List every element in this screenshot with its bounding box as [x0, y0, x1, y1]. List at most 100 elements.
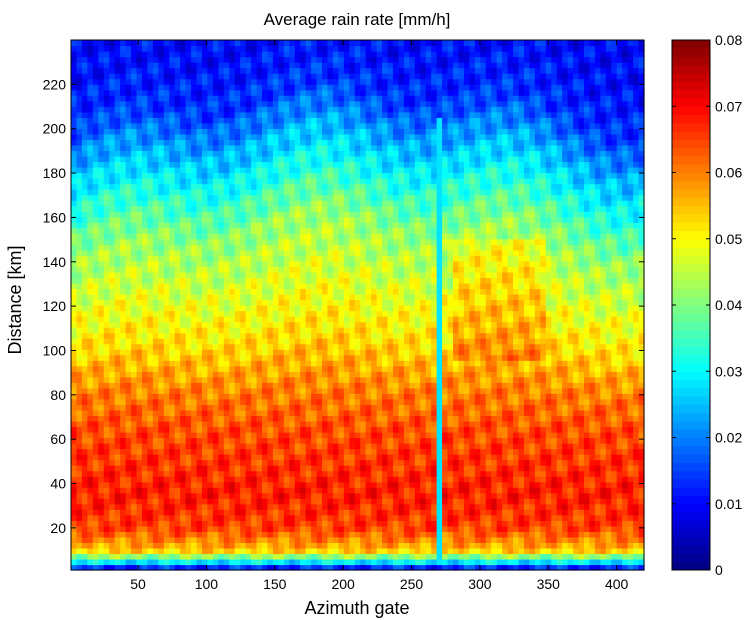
heatmap-cell [376, 310, 383, 317]
heatmap-cell [327, 305, 334, 312]
heatmap-cell [245, 558, 252, 566]
heatmap-cell [633, 409, 640, 417]
heatmap-cell [114, 310, 121, 317]
heatmap-cell [354, 398, 361, 405]
heatmap-cell [502, 443, 509, 450]
heatmap-cell [87, 338, 94, 345]
heatmap-cell [158, 520, 165, 527]
heatmap-cell [207, 520, 214, 527]
heatmap-cell [191, 547, 198, 555]
heatmap-cell [322, 415, 329, 422]
heatmap-cell [103, 542, 110, 549]
heatmap-cell [251, 448, 258, 455]
heatmap-cell [562, 542, 569, 549]
heatmap-cell [578, 553, 585, 560]
heatmap-cell [141, 415, 148, 422]
heatmap-cell [180, 514, 187, 521]
heatmap-cell [616, 376, 623, 383]
heatmap-cell [223, 520, 230, 527]
heatmap-cell [196, 487, 203, 494]
heatmap-cell [458, 387, 465, 394]
heatmap-cell [294, 365, 301, 372]
heatmap-cell [398, 487, 405, 494]
heatmap-cell [125, 531, 132, 538]
heatmap-cell [491, 558, 498, 566]
heatmap-cell [463, 547, 470, 555]
heatmap-cell [147, 481, 154, 488]
heatmap-cell [316, 470, 323, 477]
heatmap-cell [234, 564, 241, 571]
heatmap-cell [125, 481, 132, 488]
heatmap-cell [191, 349, 198, 356]
heatmap-cell [207, 398, 214, 405]
heatmap-cell [360, 509, 367, 516]
heatmap-cell [98, 310, 105, 317]
heatmap-cell [196, 509, 203, 516]
heatmap-cell [322, 437, 329, 444]
heatmap-cell [343, 525, 350, 532]
heatmap-cell [152, 514, 159, 521]
heatmap-cell [81, 492, 88, 499]
heatmap-cell [191, 437, 198, 444]
heatmap-cell [343, 492, 350, 499]
heatmap-cell [327, 349, 334, 356]
heatmap-cell [453, 354, 460, 361]
heatmap-cell [409, 365, 416, 372]
heatmap-cell [338, 321, 345, 328]
heatmap-cell [485, 354, 492, 361]
heatmap-cell [414, 382, 421, 389]
heatmap-cell [458, 558, 465, 566]
heatmap-cell [551, 525, 558, 532]
heatmap-cell [480, 382, 487, 389]
heatmap-cell [458, 393, 465, 400]
heatmap-cell [442, 525, 449, 532]
heatmap-cell [141, 459, 148, 466]
heatmap-cell [71, 465, 78, 472]
heatmap-cell [622, 536, 629, 543]
heatmap-cell [594, 310, 601, 317]
heatmap-cell [562, 448, 569, 455]
heatmap-cell [240, 420, 247, 428]
heatmap-cell [420, 338, 427, 345]
heatmap-cell [529, 387, 536, 394]
heatmap-cell [185, 481, 192, 488]
heatmap-cell [556, 503, 563, 510]
heatmap-cell [289, 481, 296, 488]
heatmap-cell [453, 431, 460, 439]
heatmap-cell [513, 547, 520, 555]
heatmap-cell [458, 547, 465, 555]
heatmap-cell [338, 443, 345, 450]
heatmap-cell [120, 393, 127, 400]
heatmap-cell [562, 470, 569, 477]
heatmap-cell [523, 476, 530, 483]
heatmap-cell [622, 426, 629, 433]
heatmap-cell [316, 443, 323, 450]
heatmap-cell [114, 305, 121, 312]
heatmap-cell [616, 531, 623, 538]
heatmap-cell [382, 492, 389, 499]
heatmap-cell [371, 553, 378, 560]
heatmap-cell [201, 459, 209, 466]
heatmap-cell [158, 404, 165, 411]
heatmap-cell [627, 498, 634, 505]
heatmap-cell [218, 476, 225, 483]
heatmap-cell [223, 387, 230, 394]
heatmap-cell [87, 547, 94, 555]
heatmap-cell [562, 382, 569, 389]
heatmap-cell [125, 316, 132, 323]
heatmap-cell [147, 509, 154, 516]
heatmap-cell [562, 404, 569, 411]
heatmap-cell [398, 553, 405, 560]
heatmap-cell [332, 542, 339, 549]
heatmap-cell [447, 393, 454, 400]
heatmap-cell [616, 382, 623, 389]
heatmap-cell [218, 305, 225, 312]
heatmap-cell [98, 520, 105, 527]
heatmap-cell [507, 343, 514, 350]
heatmap-cell [474, 531, 481, 538]
heatmap-cell [600, 398, 607, 405]
heatmap-cell [278, 310, 285, 317]
heatmap-cell [545, 420, 552, 428]
heatmap-cell [152, 305, 159, 312]
heatmap-cell [169, 431, 176, 439]
